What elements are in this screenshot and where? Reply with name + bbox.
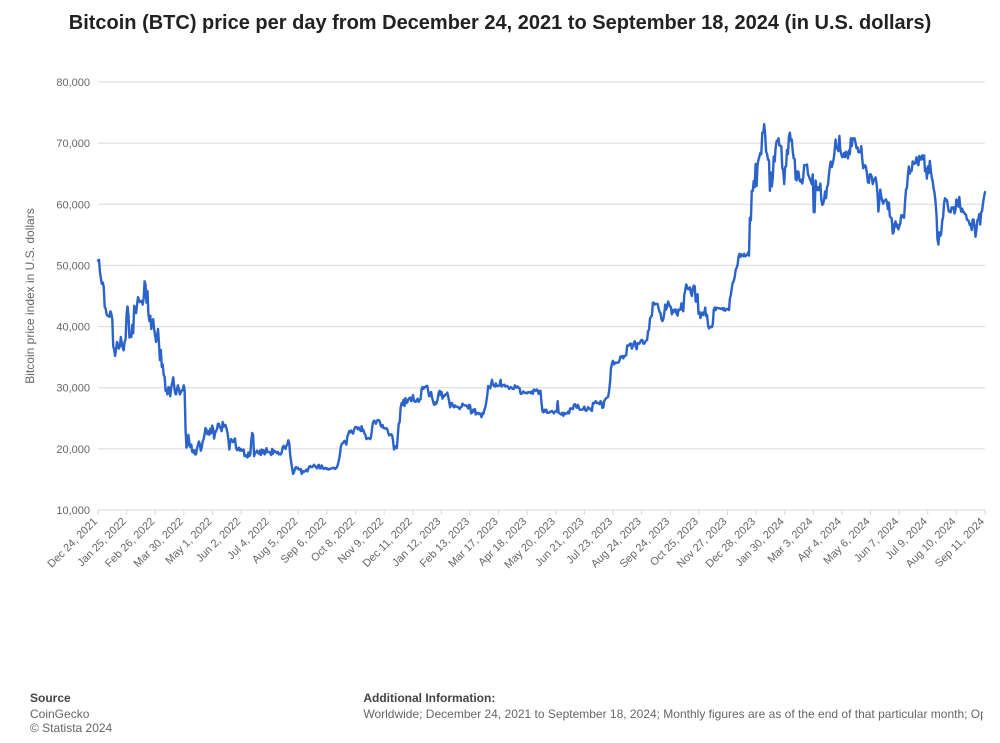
- line-chart: 10,000 20,000 30,000 40,000 50,000 60,000 70,0…: [0, 70, 1000, 650]
- source-heading: Source: [30, 691, 360, 705]
- source-line-2: © Statista 2024: [30, 721, 360, 735]
- svg-text:10,000: 10,000: [56, 505, 90, 517]
- svg-text:20,000: 20,000: [56, 444, 90, 456]
- chart-title: Bitcoin (BTC) price per day from Decembe…: [0, 0, 1000, 36]
- additional-info-text: Worldwide; December 24, 2021 to Septembe…: [363, 707, 983, 721]
- svg-text:40,000: 40,000: [56, 322, 90, 334]
- chart-area: 10,000 20,000 30,000 40,000 50,000 60,000 70,0…: [0, 70, 1000, 650]
- svg-text:60,000: 60,000: [56, 199, 90, 211]
- svg-text:30,000: 30,000: [56, 383, 90, 395]
- additional-info-heading: Additional Information:: [363, 691, 983, 705]
- svg-text:Bitcoin price index in U.S. do: Bitcoin price index in U.S. dollars: [23, 208, 37, 383]
- svg-text:80,000: 80,000: [56, 77, 90, 89]
- svg-text:50,000: 50,000: [56, 260, 90, 272]
- svg-text:70,000: 70,000: [56, 138, 90, 150]
- chart-footer: Source CoinGecko © Statista 2024 Additio…: [30, 691, 1000, 735]
- source-line-1: CoinGecko: [30, 707, 360, 721]
